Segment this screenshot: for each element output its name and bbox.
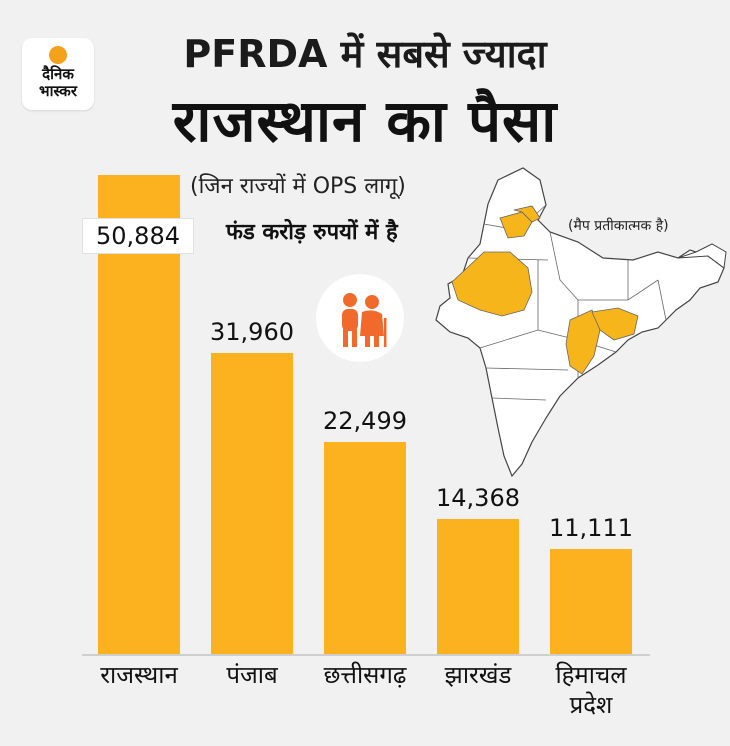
value-label-5: 11,111: [549, 514, 633, 543]
bar-5: [550, 549, 632, 654]
elderly-couple-icon-graphic: [342, 293, 387, 347]
category-label-3: छत्तीसगढ़: [323, 661, 407, 689]
bar-2: [211, 353, 293, 654]
category-label-2: पंजाब: [226, 661, 278, 689]
category-label-4: झारखंड: [444, 661, 512, 689]
headline-line1: PFRDA में सबसे ज्यादा: [183, 32, 547, 76]
x-axis-line: [82, 654, 650, 656]
value-label-4: 14,368: [436, 483, 520, 512]
unit-note: फंड करोड़ रुपयों में है: [226, 220, 398, 245]
dainik-bhaskar-logo: दैनिक भास्कर: [22, 38, 94, 110]
headline-line2: राजस्थान का पैसा: [172, 87, 558, 155]
category-label-5: हिमाचल प्रदेश: [555, 661, 627, 719]
map-note: (मैप प्रतीकात्मक है): [568, 218, 669, 234]
sun-logo-icon: [49, 46, 67, 64]
category-label-1: राजस्थान: [100, 661, 178, 689]
logo-text-line2: भास्कर: [39, 82, 77, 100]
value-label-1: 50,884: [82, 218, 194, 254]
bar-4: [437, 518, 519, 654]
india-map: [435, 167, 727, 478]
bar-1: [98, 175, 180, 654]
logo-text-line1: दैनिक: [42, 65, 74, 83]
value-label-3: 22,499: [323, 407, 407, 436]
chart-subtitle: (जिन राज्यों में OPS लागू): [190, 174, 406, 199]
elderly-couple-icon: [316, 274, 404, 362]
bar-3: [324, 442, 406, 654]
value-label-2: 31,960: [210, 318, 294, 347]
